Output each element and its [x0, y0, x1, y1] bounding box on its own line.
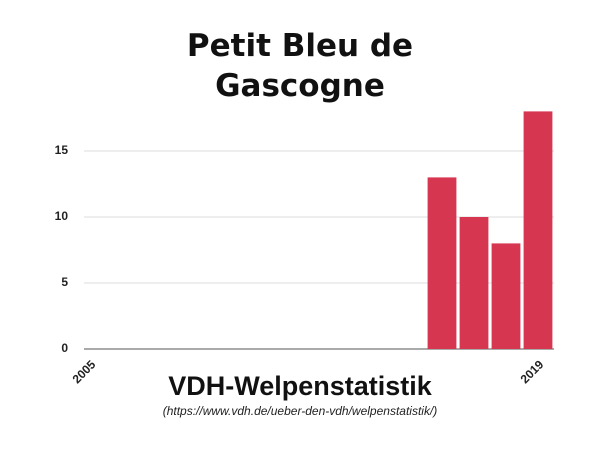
- bar: [491, 243, 521, 349]
- chart-title: Petit Bleu de Gascogne: [186, 28, 414, 104]
- bar: [459, 217, 489, 349]
- y-tick-label: 10: [55, 209, 69, 223]
- y-tick-label: 0: [61, 341, 68, 355]
- y-tick-label: 5: [61, 275, 68, 289]
- y-tick-label: 15: [55, 143, 69, 157]
- bar: [427, 177, 457, 349]
- bar: [523, 111, 553, 350]
- x-tick-label: 2019: [518, 357, 547, 386]
- subtitle: VDH-Welpenstatistik: [168, 371, 433, 401]
- caption: (https://www.vdh.de/ueber-den-vdh/welpen…: [163, 404, 438, 418]
- x-tick-label: 2005: [70, 357, 99, 386]
